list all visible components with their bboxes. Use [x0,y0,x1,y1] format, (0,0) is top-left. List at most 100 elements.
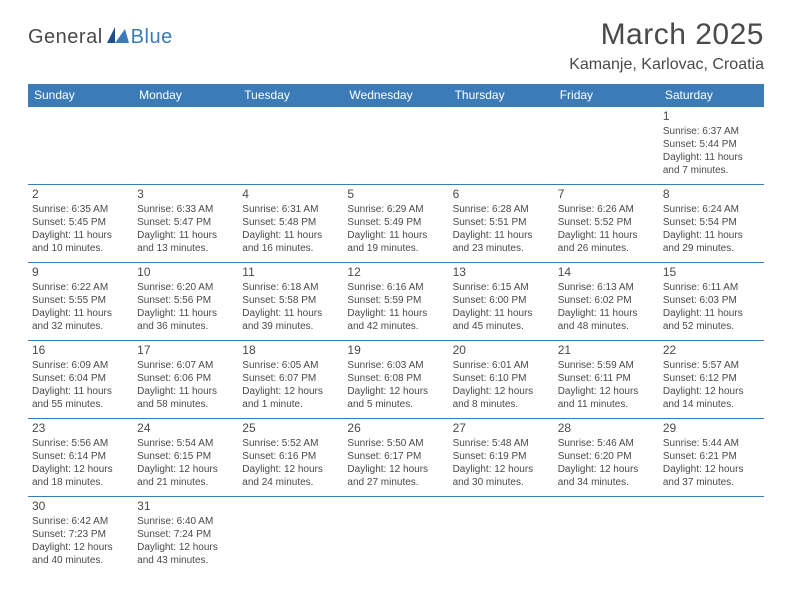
sunset-text: Sunset: 6:03 PM [663,294,760,307]
sunset-text: Sunset: 6:04 PM [32,372,129,385]
sunset-text: Sunset: 6:17 PM [347,450,444,463]
calendar-cell: 19Sunrise: 6:03 AMSunset: 6:08 PMDayligh… [343,341,448,419]
day-number: 4 [242,187,339,203]
day-number: 25 [242,421,339,437]
sunset-text: Sunset: 5:54 PM [663,216,760,229]
calendar-cell [449,107,554,185]
sunrise-text: Sunrise: 6:16 AM [347,281,444,294]
day-number: 24 [137,421,234,437]
sunset-text: Sunset: 6:02 PM [558,294,655,307]
calendar-cell: 29Sunrise: 5:44 AMSunset: 6:21 PMDayligh… [659,419,764,497]
day-number: 10 [137,265,234,281]
calendar-cell: 20Sunrise: 6:01 AMSunset: 6:10 PMDayligh… [449,341,554,419]
calendar-cell [343,107,448,185]
daylight-text: Daylight: 11 hours and 19 minutes. [347,229,444,255]
calendar-cell: 3Sunrise: 6:33 AMSunset: 5:47 PMDaylight… [133,185,238,263]
daylight-text: Daylight: 12 hours and 1 minute. [242,385,339,411]
calendar-cell: 8Sunrise: 6:24 AMSunset: 5:54 PMDaylight… [659,185,764,263]
daylight-text: Daylight: 11 hours and 23 minutes. [453,229,550,255]
sunrise-text: Sunrise: 5:56 AM [32,437,129,450]
weekday-header: Monday [133,84,238,107]
calendar-cell: 25Sunrise: 5:52 AMSunset: 6:16 PMDayligh… [238,419,343,497]
sunset-text: Sunset: 7:23 PM [32,528,129,541]
sunset-text: Sunset: 5:51 PM [453,216,550,229]
day-number: 11 [242,265,339,281]
weekday-header: Wednesday [343,84,448,107]
calendar-row: 1Sunrise: 6:37 AMSunset: 5:44 PMDaylight… [28,107,764,185]
daylight-text: Daylight: 12 hours and 5 minutes. [347,385,444,411]
sunrise-text: Sunrise: 6:29 AM [347,203,444,216]
calendar-cell: 16Sunrise: 6:09 AMSunset: 6:04 PMDayligh… [28,341,133,419]
sunrise-text: Sunrise: 5:54 AM [137,437,234,450]
day-number: 17 [137,343,234,359]
daylight-text: Daylight: 12 hours and 34 minutes. [558,463,655,489]
daylight-text: Daylight: 11 hours and 39 minutes. [242,307,339,333]
day-number: 22 [663,343,760,359]
calendar-cell: 24Sunrise: 5:54 AMSunset: 6:15 PMDayligh… [133,419,238,497]
sunrise-text: Sunrise: 6:20 AM [137,281,234,294]
calendar-cell: 1Sunrise: 6:37 AMSunset: 5:44 PMDaylight… [659,107,764,185]
sunset-text: Sunset: 6:16 PM [242,450,339,463]
daylight-text: Daylight: 11 hours and 36 minutes. [137,307,234,333]
day-number: 6 [453,187,550,203]
sunrise-text: Sunrise: 5:46 AM [558,437,655,450]
calendar-cell: 28Sunrise: 5:46 AMSunset: 6:20 PMDayligh… [554,419,659,497]
daylight-text: Daylight: 11 hours and 7 minutes. [663,151,760,177]
sunset-text: Sunset: 6:07 PM [242,372,339,385]
calendar-cell: 4Sunrise: 6:31 AMSunset: 5:48 PMDaylight… [238,185,343,263]
sunrise-text: Sunrise: 5:48 AM [453,437,550,450]
daylight-text: Daylight: 11 hours and 26 minutes. [558,229,655,255]
weekday-header: Sunday [28,84,133,107]
sunrise-text: Sunrise: 6:01 AM [453,359,550,372]
daylight-text: Daylight: 12 hours and 21 minutes. [137,463,234,489]
calendar-cell: 5Sunrise: 6:29 AMSunset: 5:49 PMDaylight… [343,185,448,263]
day-number: 29 [663,421,760,437]
daylight-text: Daylight: 12 hours and 8 minutes. [453,385,550,411]
day-number: 14 [558,265,655,281]
sunrise-text: Sunrise: 6:26 AM [558,203,655,216]
day-number: 20 [453,343,550,359]
sunrise-text: Sunrise: 6:24 AM [663,203,760,216]
sunrise-text: Sunrise: 6:11 AM [663,281,760,294]
calendar-cell: 14Sunrise: 6:13 AMSunset: 6:02 PMDayligh… [554,263,659,341]
day-number: 26 [347,421,444,437]
brand-part1: General [28,26,103,49]
weekday-header: Thursday [449,84,554,107]
weekday-header: Tuesday [238,84,343,107]
calendar-cell [449,497,554,575]
daylight-text: Daylight: 11 hours and 55 minutes. [32,385,129,411]
calendar-cell: 10Sunrise: 6:20 AMSunset: 5:56 PMDayligh… [133,263,238,341]
sunrise-text: Sunrise: 6:07 AM [137,359,234,372]
daylight-text: Daylight: 11 hours and 45 minutes. [453,307,550,333]
sunrise-text: Sunrise: 6:13 AM [558,281,655,294]
sunrise-text: Sunrise: 5:52 AM [242,437,339,450]
day-number: 8 [663,187,760,203]
sunset-text: Sunset: 6:14 PM [32,450,129,463]
calendar-cell: 6Sunrise: 6:28 AMSunset: 5:51 PMDaylight… [449,185,554,263]
daylight-text: Daylight: 11 hours and 10 minutes. [32,229,129,255]
day-number: 23 [32,421,129,437]
sunset-text: Sunset: 5:44 PM [663,138,760,151]
daylight-text: Daylight: 11 hours and 42 minutes. [347,307,444,333]
day-number: 7 [558,187,655,203]
sunset-text: Sunset: 5:45 PM [32,216,129,229]
daylight-text: Daylight: 12 hours and 37 minutes. [663,463,760,489]
weekday-header-row: Sunday Monday Tuesday Wednesday Thursday… [28,84,764,107]
day-number: 21 [558,343,655,359]
day-number: 5 [347,187,444,203]
calendar-row: 2Sunrise: 6:35 AMSunset: 5:45 PMDaylight… [28,185,764,263]
sunset-text: Sunset: 5:59 PM [347,294,444,307]
calendar-table: Sunday Monday Tuesday Wednesday Thursday… [28,84,764,575]
location-text: Kamanje, Karlovac, Croatia [569,56,764,74]
sunrise-text: Sunrise: 6:37 AM [663,125,760,138]
page-title: March 2025 [569,18,764,52]
calendar-cell: 7Sunrise: 6:26 AMSunset: 5:52 PMDaylight… [554,185,659,263]
day-number: 27 [453,421,550,437]
weekday-header: Saturday [659,84,764,107]
sunset-text: Sunset: 6:08 PM [347,372,444,385]
daylight-text: Daylight: 11 hours and 52 minutes. [663,307,760,333]
day-number: 28 [558,421,655,437]
day-number: 3 [137,187,234,203]
sunrise-text: Sunrise: 5:50 AM [347,437,444,450]
title-block: March 2025 Kamanje, Karlovac, Croatia [569,18,764,74]
